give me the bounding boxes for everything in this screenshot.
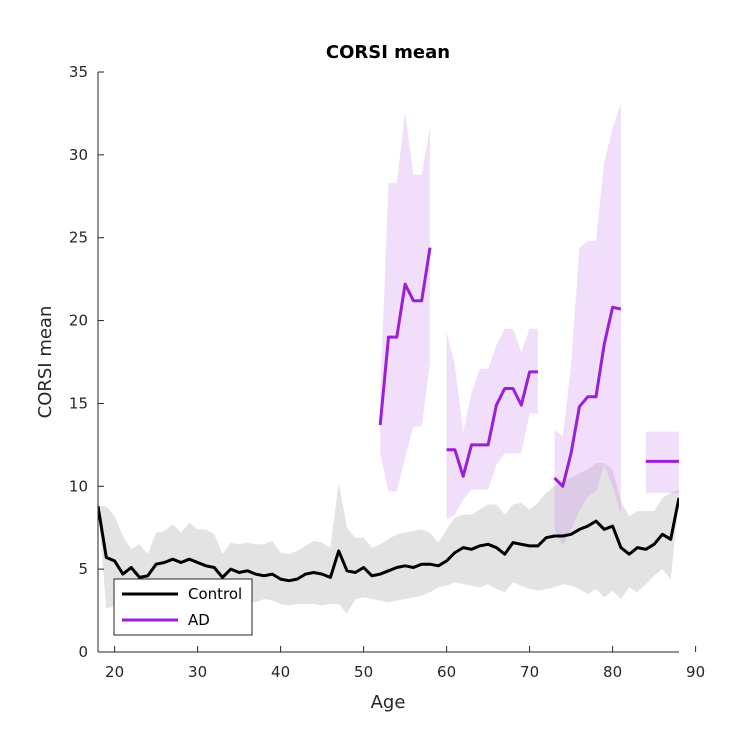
y-tick-label: 20: [69, 312, 88, 330]
band-ad-segment-0: [380, 111, 430, 492]
x-tick-label: 80: [603, 663, 622, 681]
line-control: [98, 497, 679, 583]
y-tick-label: 0: [78, 643, 88, 661]
band-ad-segment-2: [554, 103, 621, 546]
line-ad-segment-1: [446, 370, 538, 478]
x-axis-title: Age: [371, 692, 406, 713]
legend-label-ad: AD: [188, 611, 210, 629]
line-ad-segment-2: [553, 305, 622, 488]
x-tick-label: 40: [271, 663, 290, 681]
y-tick-label: 35: [69, 63, 88, 81]
y-tick-label: 15: [69, 394, 88, 412]
y-tick-label: 25: [69, 229, 88, 247]
x-tick-label: 70: [520, 663, 539, 681]
y-tick-label: 10: [69, 477, 88, 495]
legend-box: [113, 578, 253, 636]
x-tick-label: 50: [354, 663, 373, 681]
chart-title: CORSI mean: [326, 42, 450, 63]
series-lines: [98, 247, 679, 583]
legend: Control AD: [113, 578, 253, 636]
x-tick-label: 20: [105, 663, 124, 681]
band-control: [98, 463, 679, 614]
y-tick-label: 5: [78, 560, 88, 578]
x-tick-label: 60: [437, 663, 456, 681]
axes: 20 30 40 50 60 70 80 90 0 5 10 15 20 25 30 35: [69, 63, 705, 681]
y-axis-title: CORSI mean: [35, 306, 56, 419]
line-ad-segment-0: [378, 247, 432, 426]
x-tick-label: 90: [686, 663, 705, 681]
confidence-bands: [98, 103, 679, 614]
x-tick-label: 30: [188, 663, 207, 681]
y-tick-label: 30: [69, 146, 88, 164]
legend-label-control: Control: [188, 585, 242, 603]
